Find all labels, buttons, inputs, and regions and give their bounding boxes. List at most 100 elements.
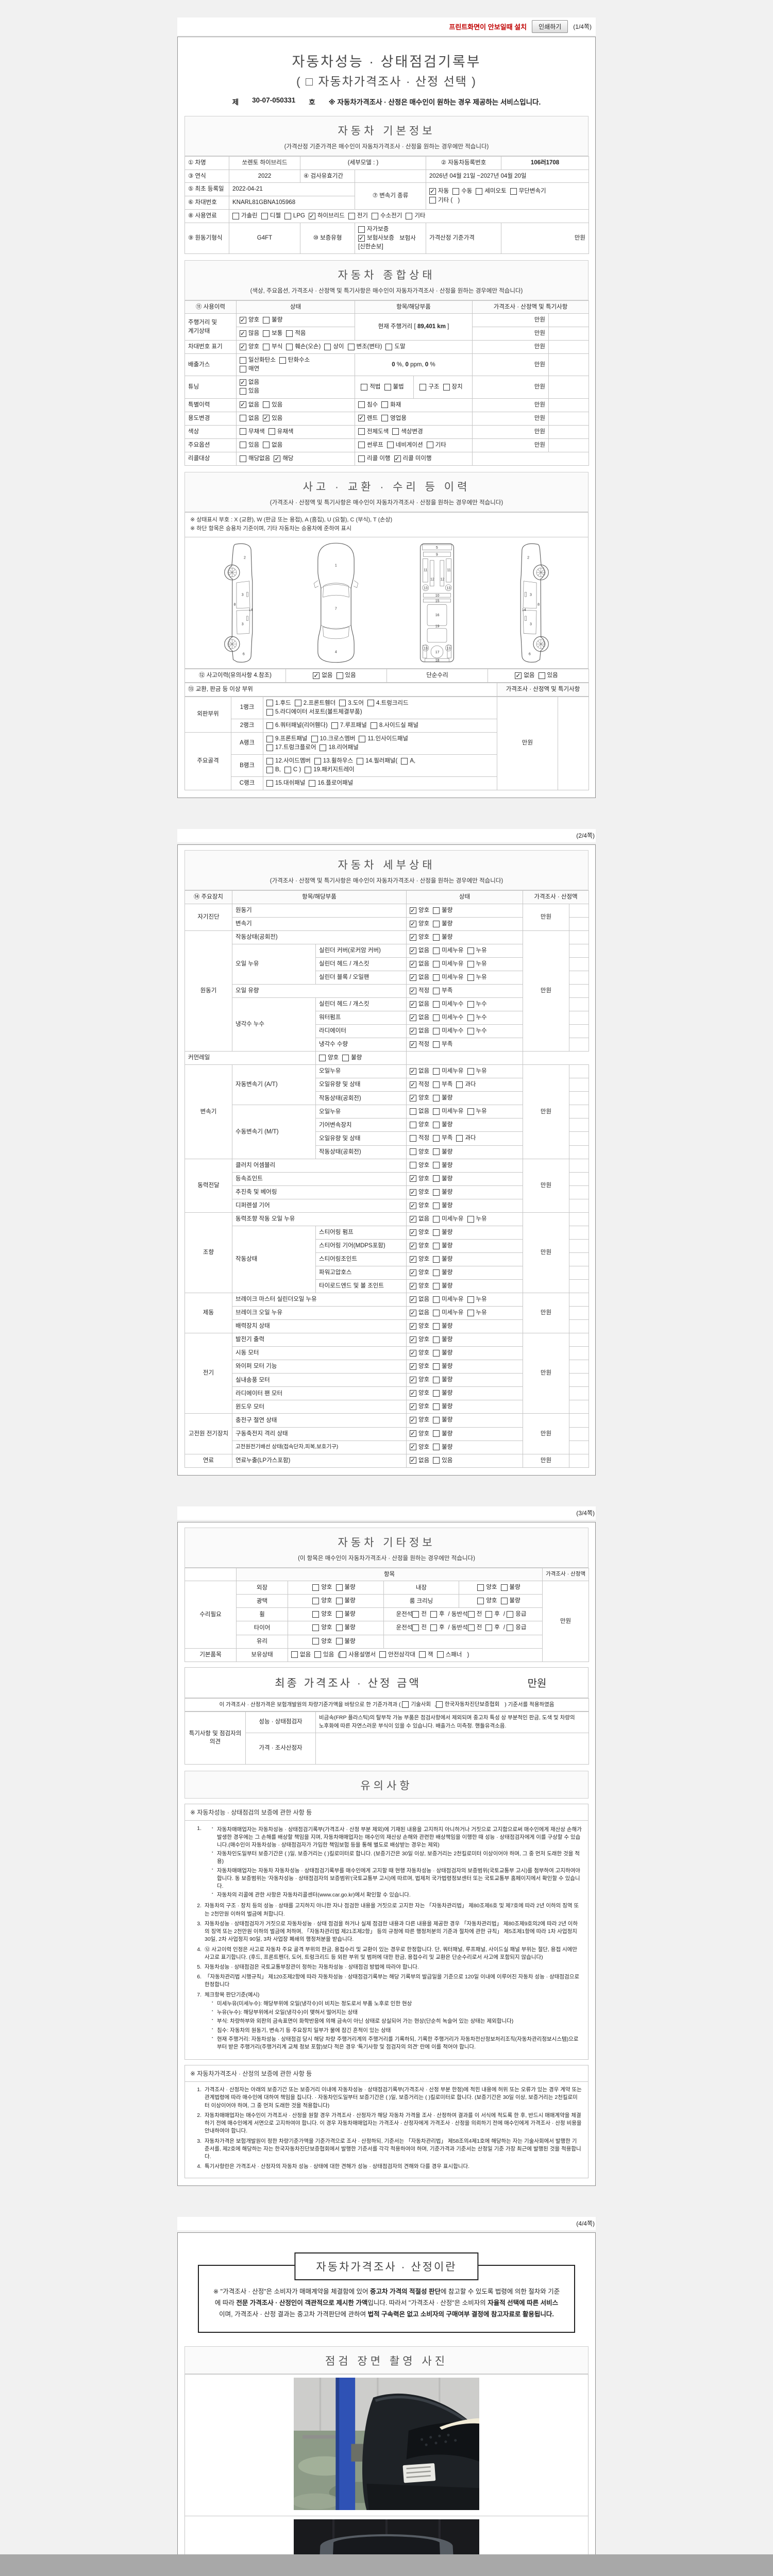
checkbox-checked[interactable]: 없음 (410, 1456, 429, 1465)
checkbox-box-icon[interactable] (433, 947, 440, 954)
checkbox-box-icon[interactable] (433, 1162, 440, 1169)
checkbox-box-icon[interactable] (426, 442, 433, 449)
checkbox-unchecked[interactable]: 14.필러패널( (357, 757, 397, 766)
checkbox-unchecked[interactable]: 누유 (467, 960, 487, 969)
checkbox-checked[interactable]: 없음 (410, 1000, 429, 1009)
checkbox-box-icon[interactable] (433, 1363, 440, 1370)
checkbox-box-icon[interactable] (476, 188, 483, 195)
checkbox-box-icon[interactable] (433, 1269, 440, 1276)
checkbox-box-icon[interactable] (410, 1443, 416, 1452)
checkbox-unchecked[interactable]: 장치 (443, 383, 463, 392)
checkbox-unchecked[interactable]: 기타 (406, 212, 426, 221)
checkbox-box-icon[interactable] (294, 700, 301, 707)
checkbox-box-icon[interactable] (410, 1162, 416, 1169)
checkbox-unchecked[interactable]: 무단변속기 (510, 187, 546, 196)
checkbox-checked[interactable]: 많음 (240, 329, 259, 338)
checkbox-box-icon[interactable] (266, 766, 273, 773)
checkbox-box-icon[interactable] (467, 1001, 474, 1008)
checkbox-box-icon[interactable] (433, 1430, 440, 1437)
checkbox-box-icon[interactable] (433, 1377, 440, 1384)
checkbox-unchecked[interactable]: 탄화수소 (279, 356, 310, 365)
checkbox-unchecked[interactable]: 스패너 (436, 1651, 462, 1659)
checkbox-box-icon[interactable] (410, 1080, 416, 1090)
checkbox-unchecked[interactable]: 불량 (500, 1597, 520, 1605)
checkbox-box-icon[interactable] (430, 1611, 437, 1618)
checkbox-box-icon[interactable] (274, 454, 281, 463)
checkbox-unchecked[interactable]: 불법 (384, 383, 404, 392)
checkbox-checked[interactable]: 양호 (410, 1362, 429, 1371)
checkbox-unchecked[interactable]: 8.사이드실 패널 (370, 721, 418, 730)
checkbox-box-icon[interactable] (240, 400, 246, 410)
checkbox-unchecked[interactable]: 후 (430, 1623, 445, 1632)
checkbox-unchecked[interactable]: 불량 (500, 1583, 520, 1592)
checkbox-unchecked[interactable]: 불량 (433, 1121, 452, 1129)
checkbox-box-icon[interactable] (358, 455, 365, 462)
checkbox-box-icon[interactable] (410, 1108, 416, 1115)
checkbox-box-icon[interactable] (320, 744, 327, 751)
checkbox-box-icon[interactable] (240, 378, 246, 387)
checkbox-box-icon[interactable] (331, 722, 338, 729)
checkbox-unchecked[interactable]: A, (401, 757, 415, 766)
checkbox-unchecked[interactable]: 불량 (335, 1623, 356, 1632)
checkbox-checked[interactable]: 없음 (410, 960, 429, 969)
checkbox-box-icon[interactable] (452, 188, 460, 195)
checkbox-box-icon[interactable] (335, 1624, 343, 1632)
checkbox-unchecked[interactable]: 4.트렁크리드 (367, 699, 409, 708)
checkbox-box-icon[interactable] (367, 700, 375, 707)
checkbox-unchecked[interactable]: 과다 (456, 1134, 476, 1143)
checkbox-box-icon[interactable] (381, 415, 389, 422)
checkbox-box-icon[interactable] (240, 428, 246, 435)
checkbox-unchecked[interactable]: 19.패키지트레이 (305, 766, 355, 774)
checkbox-box-icon[interactable] (381, 401, 389, 409)
checkbox-box-icon[interactable] (266, 700, 273, 707)
checkbox-box-icon[interactable] (410, 987, 416, 995)
checkbox-box-icon[interactable] (433, 987, 440, 994)
checkbox-box-icon[interactable] (266, 735, 273, 742)
checkbox-box-icon[interactable] (410, 1027, 416, 1036)
checkbox-unchecked[interactable]: 누수 (467, 1013, 487, 1022)
checkbox-unchecked[interactable]: 불량 (335, 1610, 356, 1619)
checkbox-unchecked[interactable]: 1.후드 (266, 699, 291, 708)
checkbox-unchecked[interactable]: 기타 (426, 441, 446, 450)
checkbox-box-icon[interactable] (386, 442, 394, 449)
checkbox-checked[interactable]: 양호 (410, 1255, 429, 1264)
checkbox-unchecked[interactable]: 부식 (263, 343, 282, 351)
checkbox-checked[interactable]: 적정 (410, 987, 429, 995)
checkbox-box-icon[interactable] (467, 947, 474, 954)
checkbox-box-icon[interactable] (401, 757, 408, 765)
checkbox-checked[interactable]: 양호 (410, 1349, 429, 1358)
checkbox-unchecked[interactable]: 양호 (410, 1121, 429, 1129)
checkbox-checked[interactable]: 리콜 미이행 (394, 454, 432, 463)
checkbox-unchecked[interactable]: 사용설명서 (340, 1651, 376, 1659)
checkbox-box-icon[interactable] (308, 212, 315, 221)
checkbox-unchecked[interactable]: 있음 (336, 671, 356, 680)
checkbox-box-icon[interactable] (433, 1027, 440, 1035)
checkbox-unchecked[interactable]: 누유 (467, 973, 487, 982)
checkbox-box-icon[interactable] (410, 1456, 416, 1465)
checkbox-unchecked[interactable]: 불량 (335, 1637, 356, 1646)
checkbox-box-icon[interactable] (324, 344, 331, 351)
checkbox-unchecked[interactable]: 불량 (433, 1094, 452, 1103)
checkbox-unchecked[interactable]: 있음 (538, 671, 558, 680)
checkbox-box-icon[interactable] (433, 1444, 440, 1451)
checkbox-unchecked[interactable]: 양호 (477, 1583, 497, 1592)
checkbox-box-icon[interactable] (342, 1055, 349, 1062)
checkbox-box-icon[interactable] (433, 934, 440, 941)
checkbox-unchecked[interactable]: 불량 (433, 1416, 452, 1425)
checkbox-unchecked[interactable]: 색상변경 (392, 428, 423, 436)
checkbox-unchecked[interactable]: 양호 (312, 1583, 332, 1592)
checkbox-box-icon[interactable] (433, 1041, 440, 1048)
checkbox-checked[interactable]: 양호 (410, 1335, 429, 1344)
checkbox-unchecked[interactable]: 없음 (240, 414, 259, 423)
checkbox-box-icon[interactable] (410, 1174, 416, 1183)
checkbox-unchecked[interactable]: 부족 (433, 987, 452, 995)
checkbox-unchecked[interactable]: 화재 (381, 401, 401, 410)
checkbox-unchecked[interactable]: 있음 (240, 387, 259, 396)
checkbox-box-icon[interactable] (358, 428, 365, 435)
checkbox-box-icon[interactable] (433, 907, 440, 914)
checkbox-unchecked[interactable]: 네비게이션 (386, 441, 423, 450)
checkbox-box-icon[interactable] (430, 1624, 437, 1632)
checkbox-unchecked[interactable]: 부족 (433, 1080, 452, 1089)
checkbox-box-icon[interactable] (410, 1335, 416, 1344)
checkbox-box-icon[interactable] (433, 1148, 440, 1156)
